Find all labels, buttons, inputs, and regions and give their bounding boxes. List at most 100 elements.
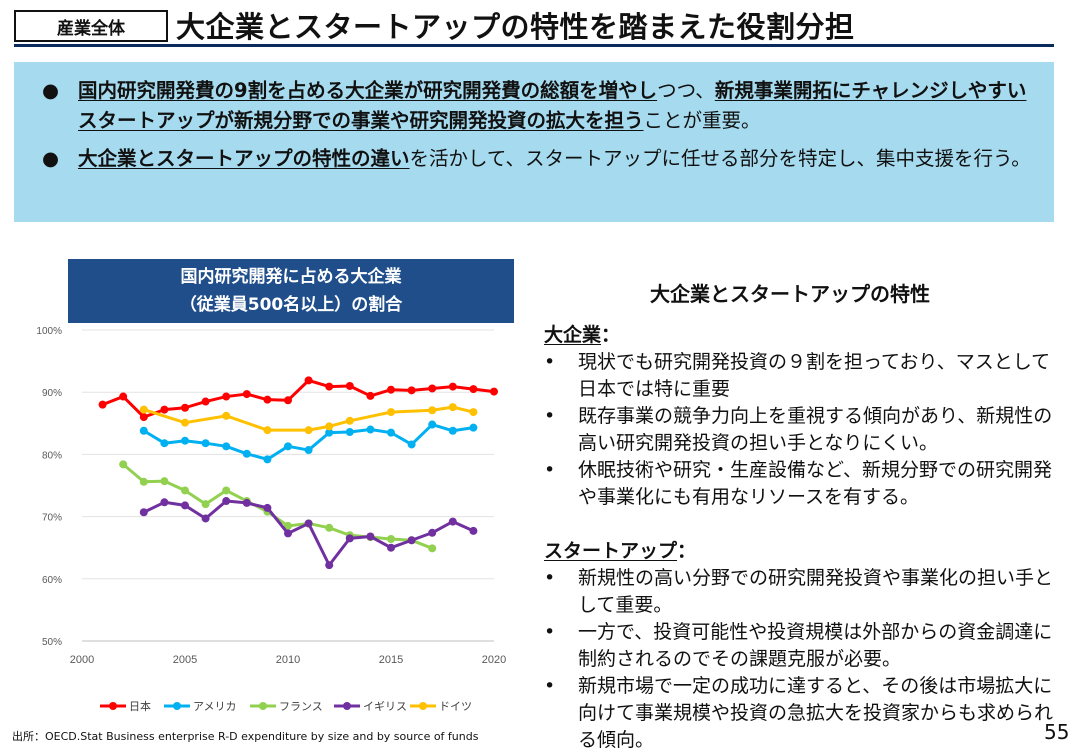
list-item: 休眠技術や研究・生産設備など、新規分野での研究開発や事業化にも有用なリソースを有… (544, 457, 1064, 511)
data-point (222, 486, 231, 495)
data-point (160, 439, 169, 448)
line-chart: 50% 60% 70% 80% 90% 100% 2000 2005 2010 2015 2020 日… (36, 326, 506, 713)
data-point (469, 526, 478, 535)
heading-colon: ： (677, 540, 697, 562)
features-title: 大企業とスタートアップの特性 (650, 282, 930, 306)
startup-section: スタートアップ： 新規性の高い分野での研究開発投資や事業化の担い手として重要。 … (544, 538, 1064, 754)
data-point (325, 422, 334, 431)
legend-label: アメリカ (193, 700, 236, 713)
data-point (98, 400, 107, 409)
list-item: 新規市場で一定の成功に達すると、その後は市場拡大に向けて事業規模や投資の急拡大を… (544, 673, 1064, 754)
data-point (201, 397, 210, 406)
data-point (201, 439, 210, 448)
data-point (119, 392, 128, 401)
title-underline (14, 44, 1054, 47)
chart-title-line2: （従業員500名以上）の割合 (179, 295, 403, 315)
data-point (201, 500, 210, 509)
summary-1-bold2: 新規事業開拓にチャレンジしやすいスタートアップが新規分野での事業や研究開発投資の… (78, 79, 1027, 132)
data-point (387, 534, 395, 543)
y-tick-label: 50% (42, 637, 62, 648)
data-point (448, 426, 457, 435)
data-point (222, 411, 231, 420)
data-point (387, 408, 395, 417)
data-point (428, 544, 437, 553)
data-point (407, 536, 416, 545)
data-point (160, 477, 169, 486)
data-point (345, 534, 354, 543)
legend-label: フランス (279, 701, 323, 713)
category-tag: 産業全体 (14, 10, 168, 42)
data-point (263, 395, 272, 404)
list-item: 新規性の高い分野での研究開発投資や事業化の担い手として重要。 (544, 565, 1064, 619)
data-point (325, 561, 334, 570)
data-point (387, 428, 395, 437)
x-tick-label: 2015 (379, 654, 403, 666)
large-company-section: 大企業： 現状でも研究開発投資の９割を担っており、マスとして日本では特に重要 既… (544, 322, 1064, 511)
summary-bullet-1: ● 国内研究開発費の9割を占める大企業が研究開発費の総額を増やしつつ、新規事業開… (42, 76, 1034, 136)
data-point (242, 498, 251, 507)
bullet-dot-icon: ● (42, 79, 60, 102)
data-point (428, 384, 437, 393)
summary-1-mid: つつ、 (657, 79, 715, 102)
data-point (366, 425, 375, 434)
legend-label: 日本 (129, 699, 151, 713)
summary-bullet-2: ● 大企業とスタートアップの特性の違いを活かして、スタートアップに任せる部分を特… (42, 144, 1034, 174)
data-point (407, 386, 416, 395)
data-point (242, 449, 251, 458)
list-item: 一方で、投資可能性や投資規模は外部からの資金調達に制約されるのでその課題克服が必… (544, 619, 1064, 673)
data-point (304, 446, 313, 455)
data-point (448, 382, 457, 391)
data-point (304, 376, 313, 385)
data-point (160, 405, 169, 414)
data-point (139, 426, 148, 435)
data-point (345, 416, 354, 425)
data-point (366, 391, 375, 400)
legend-label: イギリス (363, 700, 407, 713)
data-point (181, 436, 189, 445)
summary-2-tail: を活かして、スタートアップに任せる部分を特定し、集中支援を行う。 (409, 147, 1031, 170)
data-point (222, 392, 231, 401)
series-line (122, 463, 433, 550)
legend-marker (343, 702, 351, 710)
data-point (284, 529, 292, 538)
x-tick-label: 2005 (173, 654, 197, 666)
data-point (284, 521, 292, 530)
data-point (304, 519, 313, 528)
page-title: 大企業とスタートアップの特性を踏まえた役割分担 (176, 10, 855, 44)
chart-title-box: 国内研究開発に占める大企業 （従業員500名以上）の割合 (68, 259, 514, 323)
data-point (345, 381, 354, 390)
legend-label: ドイツ (439, 701, 472, 713)
heading-colon: ： (601, 324, 621, 346)
legend-marker (109, 702, 117, 710)
data-point (139, 405, 148, 414)
legend-marker (173, 702, 181, 710)
data-point (325, 523, 334, 532)
data-point (428, 528, 437, 537)
y-tick-label: 100% (36, 326, 62, 337)
data-point (181, 486, 189, 495)
y-tick-label: 70% (42, 513, 62, 524)
data-point (139, 508, 148, 517)
y-tick-label: 90% (42, 388, 62, 399)
data-point (428, 406, 437, 415)
data-point (263, 426, 272, 435)
data-point (119, 460, 128, 469)
data-point (469, 423, 478, 432)
data-point (284, 442, 292, 451)
data-point (304, 426, 313, 435)
data-point (284, 396, 292, 405)
data-point (160, 498, 169, 507)
data-point (387, 543, 395, 552)
x-tick-label: 2000 (70, 654, 94, 666)
data-point (469, 408, 478, 417)
data-point (181, 418, 189, 427)
data-point (387, 385, 395, 394)
data-point (139, 413, 148, 422)
legend-marker (419, 702, 427, 710)
list-item: 現状でも研究開発投資の９割を担っており、マスとして日本では特に重要 (544, 349, 1064, 403)
data-point (325, 382, 334, 391)
bullet-dot-icon: ● (42, 147, 60, 170)
summary-1-tail: ことが重要。 (643, 109, 761, 132)
chart-title-line1: 国内研究開発に占める大企業 (180, 267, 402, 287)
data-point (181, 403, 189, 412)
